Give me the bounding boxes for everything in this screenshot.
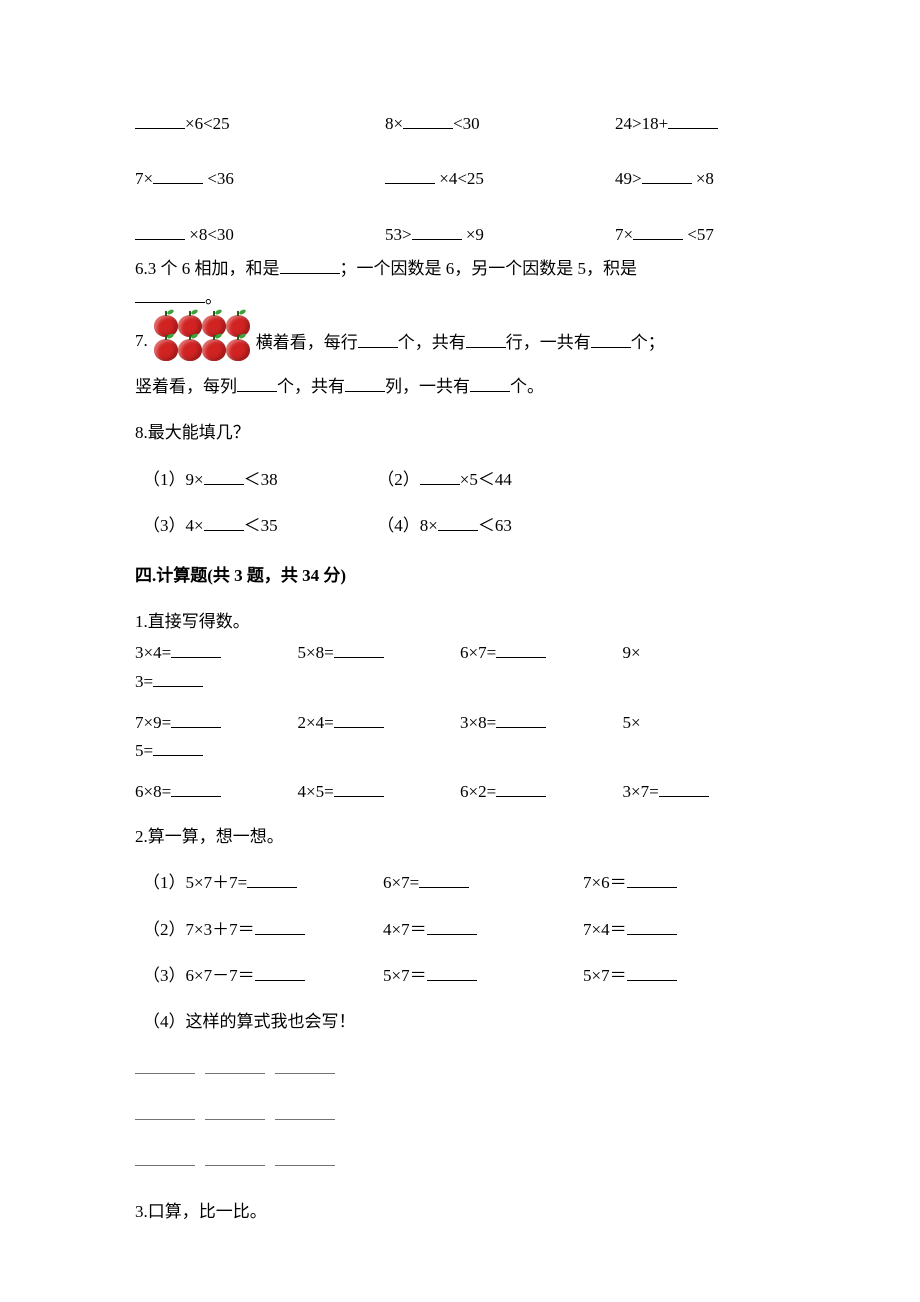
- q6-prefix: 6.: [135, 259, 148, 278]
- blank-line: [135, 1053, 785, 1085]
- calc-cell: 7×9=: [135, 709, 298, 738]
- problem-2: 2.算一算，想一想。 （1）5×7＋7= 6×7= 7×6＝ （2）7×3＋7＝…: [135, 821, 785, 1177]
- calc-cell: 2×4=: [298, 709, 461, 738]
- p2-cell: 4×7＝: [383, 914, 583, 946]
- q8-1: （1）9×＜38: [143, 464, 373, 496]
- p2-title: 2.算一算，想一想。: [135, 821, 785, 853]
- p2-cell: 5×7＝: [583, 960, 763, 992]
- calc-cell: 9×: [623, 639, 786, 668]
- q6-t1: 3 个 6 相加，和是: [148, 259, 280, 278]
- cell: 7× <57: [555, 216, 785, 253]
- calc-cell: 5×8=: [298, 639, 461, 668]
- cell: 8×<30: [305, 105, 555, 142]
- calc-cell: 4×5=: [298, 778, 461, 807]
- cell: ×8<30: [135, 216, 305, 253]
- problem-3: 3.口算，比一比。: [135, 1196, 785, 1228]
- cell: ×4<25: [305, 160, 555, 197]
- cell: 49> ×8: [555, 160, 785, 197]
- question-8: 8.最大能填几？ （1）9×＜38 （2）×5＜44 （3）4×＜35 （4）8…: [135, 417, 785, 542]
- top-inequality-rows: ×6<25 8×<30 24>18+ 7× <36 ×4<25 49> ×8 ×…: [135, 105, 785, 253]
- p2-q4: （4）这样的算式我也会写！: [135, 1006, 785, 1038]
- calc-cell: 3×7=: [623, 778, 786, 807]
- calc-cell: 6×2=: [460, 778, 623, 807]
- p1-title: 1.直接写得数。: [135, 606, 785, 638]
- blank-line: [135, 1145, 785, 1177]
- cell: 53> ×9: [305, 216, 555, 253]
- calc-cell: 5=: [135, 741, 203, 760]
- calc-cell: 3×8=: [460, 709, 623, 738]
- question-6: 6.3 个 6 相加，和是 ；一个因数是 6，另一个因数是 5，积是 。: [135, 255, 785, 313]
- q6-t2: ；一个因数是 6，另一个因数是 5，积是: [340, 259, 638, 278]
- question-7: 7. 横着看，每行个，共有行，一共有个；: [135, 315, 785, 361]
- p2-cell: 5×7＝: [383, 960, 583, 992]
- apple-grid-icon: [154, 315, 250, 361]
- calc-cell: 6×8=: [135, 778, 298, 807]
- calc-cell: 6×7=: [460, 639, 623, 668]
- p2-cell: （2）7×3＋7＝: [143, 914, 383, 946]
- problem-1: 1.直接写得数。 3×4= 5×8= 6×7= 9× 3= 7×9= 2×4= …: [135, 606, 785, 807]
- q8-2: （2）×5＜44: [377, 470, 512, 489]
- q7-line1: 横着看，每行个，共有行，一共有个；: [256, 327, 665, 359]
- p3-title: 3.口算，比一比。: [135, 1196, 785, 1228]
- blank-line: [135, 1099, 785, 1131]
- p2-cell: （3）6×7－7＝: [143, 960, 383, 992]
- calc-cell: 5×: [623, 709, 786, 738]
- q6-t3: 。: [205, 288, 222, 307]
- calc-cell: 3=: [135, 672, 203, 691]
- q7-prefix: 7.: [135, 325, 148, 357]
- cell: 7× <36: [135, 160, 305, 197]
- section-4-title: 四.计算题(共 3 题，共 34 分): [135, 560, 785, 592]
- calc-cell: 3×4=: [135, 639, 298, 668]
- p2-cell: 7×4＝: [583, 914, 763, 946]
- p2-cell: （1）5×7＋7=: [143, 867, 383, 899]
- p2-cell: 7×6＝: [583, 867, 763, 899]
- q7-line2: 竖着看，每列个，共有列，一共有个。: [135, 371, 785, 403]
- cell: 24>18+: [555, 105, 785, 142]
- q8-3: （3）4×＜35: [143, 510, 373, 542]
- p2-cell: 6×7=: [383, 867, 583, 899]
- q8-title: 8.最大能填几？: [135, 417, 785, 449]
- q8-4: （4）8×＜63: [377, 516, 512, 535]
- cell: ×6<25: [135, 105, 305, 142]
